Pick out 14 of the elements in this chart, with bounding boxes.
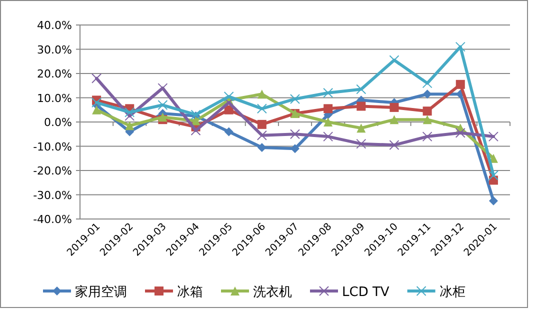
y-tick-label: -10.0% xyxy=(33,140,72,154)
legend-label: LCD TV xyxy=(342,285,390,300)
y-tick-label: 10.0% xyxy=(37,92,72,105)
y-tick-label: 0.0% xyxy=(44,116,72,129)
legend-label: 冰柜 xyxy=(439,285,466,300)
y-tick-label: 20.0% xyxy=(37,68,72,80)
legend-label: 冰箱 xyxy=(177,285,203,300)
y-tick-label: -30.0% xyxy=(33,188,72,202)
y-tick-label: -20.0% xyxy=(33,164,72,178)
legend-label: 家用空调 xyxy=(75,284,127,300)
y-tick-label: 30.0% xyxy=(37,43,72,56)
legend-label: 洗衣机 xyxy=(253,285,292,300)
y-tick-label: -40.0% xyxy=(33,213,72,226)
y-tick-label: 40.0% xyxy=(37,19,72,32)
